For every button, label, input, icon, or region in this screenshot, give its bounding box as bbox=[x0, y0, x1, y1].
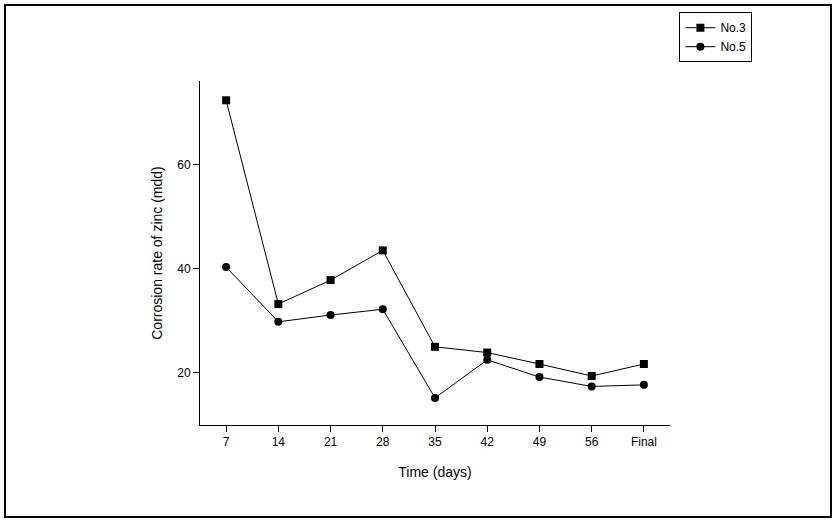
svg-text:35: 35 bbox=[428, 435, 442, 449]
svg-text:20: 20 bbox=[177, 366, 191, 380]
svg-text:49: 49 bbox=[533, 435, 547, 449]
svg-text:7: 7 bbox=[223, 435, 230, 449]
svg-text:No.5: No.5 bbox=[720, 40, 746, 54]
svg-text:Time (days): Time (days) bbox=[398, 464, 471, 480]
svg-text:No.3: No.3 bbox=[720, 21, 746, 35]
svg-text:56: 56 bbox=[585, 435, 599, 449]
svg-text:Corrosion rate of zinc (mdd): Corrosion rate of zinc (mdd) bbox=[149, 166, 165, 340]
svg-text:42: 42 bbox=[481, 435, 495, 449]
svg-text:Final: Final bbox=[631, 435, 657, 449]
svg-text:60: 60 bbox=[177, 158, 191, 172]
svg-text:40: 40 bbox=[177, 262, 191, 276]
svg-text:28: 28 bbox=[376, 435, 390, 449]
svg-text:21: 21 bbox=[324, 435, 338, 449]
svg-text:14: 14 bbox=[272, 435, 286, 449]
